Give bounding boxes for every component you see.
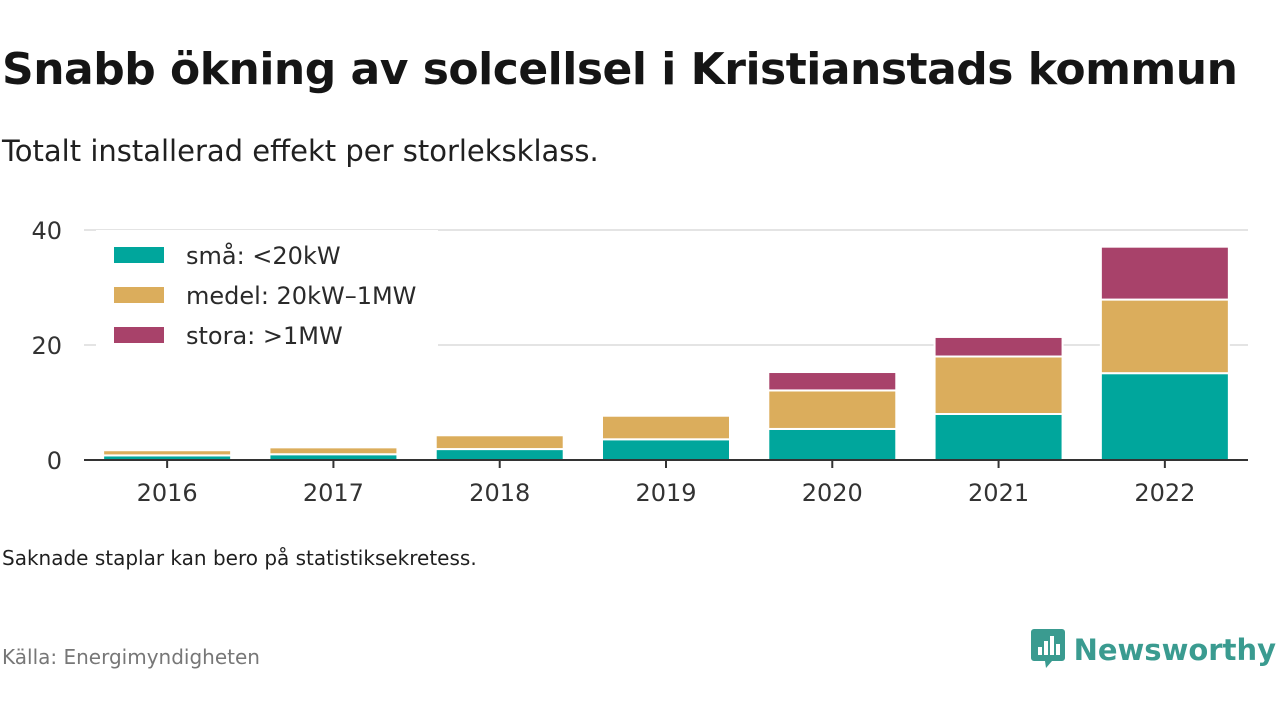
bar-2021-series-2: [933, 355, 1064, 415]
x-tick-label: 2016: [137, 479, 198, 507]
footnote: Saknade staplar kan bero på statistiksek…: [2, 546, 477, 570]
source-text: Källa: Energimyndigheten: [2, 645, 260, 669]
bar-2020-series-2: [767, 389, 898, 430]
bar-2018-series-2: [434, 434, 565, 451]
legend: små: <20kW medel: 20kW–1MW stora: >1MW: [96, 230, 438, 350]
bar-chart-speech-bubble-icon: [1030, 627, 1066, 673]
bar-2019-series-2: [601, 414, 731, 441]
bar-2017-series-2: [268, 446, 399, 456]
x-tick-label: 2019: [635, 479, 696, 507]
chart-subtitle: Totalt installerad effekt per storlekskl…: [2, 134, 599, 168]
legend-label: små: <20kW: [186, 241, 341, 270]
legend-swatch: [114, 287, 164, 303]
legend-swatch: [114, 327, 164, 343]
bar-2022-series-2: [1099, 298, 1230, 375]
bar-2020-series-3: [767, 371, 898, 392]
legend-label: medel: 20kW–1MW: [186, 282, 416, 310]
bar-2021-series-1: [933, 413, 1064, 461]
y-tick-label: 20: [31, 332, 62, 360]
legend-swatch: [114, 247, 164, 263]
brand-logo: Newsworthy: [1030, 628, 1276, 672]
bar-2018-series-1: [434, 448, 565, 461]
bar-2022-series-1: [1099, 372, 1230, 461]
x-tick-label: 2022: [1134, 479, 1195, 507]
y-tick-label: 0: [47, 447, 62, 475]
bar-2022-series-3: [1099, 245, 1230, 301]
stacked-bar-chart: 0 20 40 2016 2017 2018 2019 2020 2021 2022 små: <…: [31, 217, 1248, 507]
bar-2019-series-1: [601, 438, 731, 462]
x-tick-label: 2018: [469, 479, 530, 507]
bars: [102, 245, 1230, 462]
x-tick-label: 2021: [968, 479, 1029, 507]
bar-2021-series-3: [933, 335, 1064, 358]
bar-2016-series-2: [102, 449, 233, 457]
chart-title: Snabb ökning av solcellsel i Kristiansta…: [2, 44, 1238, 95]
bar-2020-series-1: [767, 427, 898, 461]
legend-label: stora: >1MW: [186, 322, 343, 350]
y-tick-label: 40: [31, 217, 62, 245]
axes: 0 20 40 2016 2017 2018 2019 2020 2021 2022: [31, 217, 1248, 507]
x-tick-label: 2020: [802, 479, 863, 507]
brand-name: Newsworthy: [1073, 633, 1276, 667]
x-tick-label: 2017: [303, 479, 364, 507]
